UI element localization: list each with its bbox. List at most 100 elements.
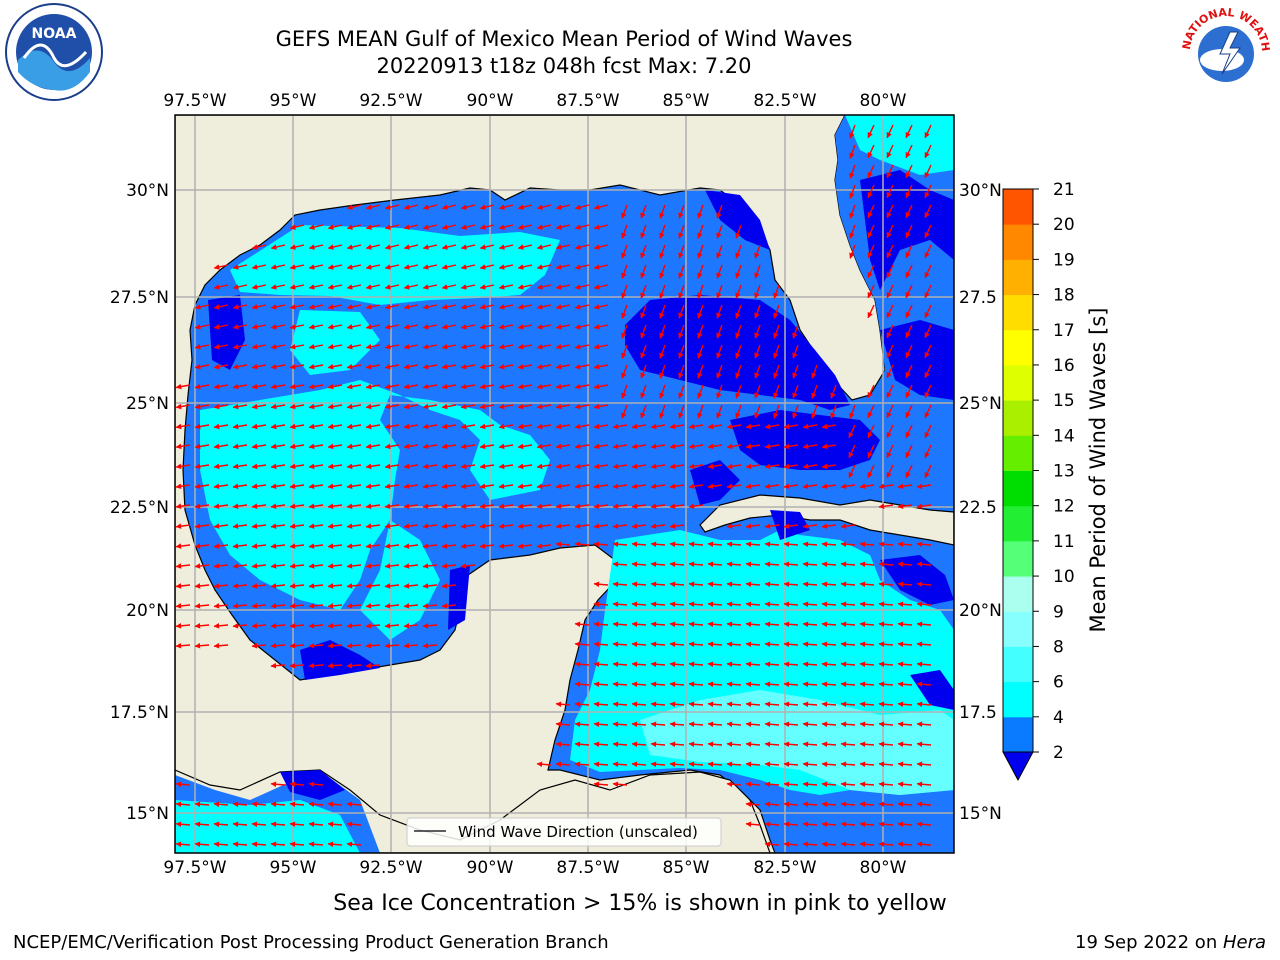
- wind-wave-arrow: [346, 583, 362, 589]
- wind-wave-arrow: [422, 284, 438, 290]
- wind-wave-arrow: [886, 364, 894, 379]
- wind-wave-arrow: [650, 523, 666, 529]
- wind-wave-arrow: [384, 204, 400, 210]
- wind-wave-arrow: [726, 423, 742, 430]
- colorbar-label: Mean Period of Wind Waves [s]: [1086, 308, 1110, 633]
- wind-wave-arrow: [707, 601, 723, 608]
- wind-wave-arrow: [745, 443, 761, 450]
- wind-wave-arrow: [897, 483, 913, 490]
- wind-wave-arrow: [859, 681, 875, 688]
- wind-wave-arrow: [764, 523, 780, 529]
- wind-wave-arrow: [346, 642, 362, 649]
- wind-wave-arrow: [764, 701, 780, 708]
- wind-wave-arrow: [194, 443, 210, 450]
- wind-wave-arrow: [764, 721, 780, 728]
- wind-wave-arrow: [688, 601, 704, 608]
- wind-wave-arrow: [678, 224, 685, 239]
- wind-wave-arrow: [574, 621, 590, 628]
- wind-wave-arrow: [479, 204, 495, 210]
- wind-wave-arrow: [754, 324, 761, 339]
- wind-wave-arrow: [251, 523, 267, 529]
- wind-wave-arrow: [716, 304, 723, 319]
- wind-wave-arrow: [593, 363, 609, 370]
- wind-wave-arrow: [669, 423, 685, 430]
- wind-wave-arrow: [232, 403, 248, 410]
- wind-wave-arrow: [289, 841, 305, 848]
- wind-wave-arrow: [905, 304, 913, 319]
- lat-label: 30°N: [126, 181, 169, 201]
- wind-wave-arrow: [697, 284, 704, 299]
- wind-wave-arrow: [688, 741, 704, 748]
- wind-wave-arrow: [631, 523, 647, 529]
- wind-wave-arrow: [270, 343, 286, 350]
- wind-wave-arrow: [289, 284, 305, 290]
- wind-wave-arrow: [867, 444, 875, 459]
- lat-label: 17.5°N: [110, 703, 169, 723]
- wind-wave-arrow: [621, 384, 628, 399]
- wind-wave-arrow: [555, 761, 571, 768]
- wind-wave-arrow: [194, 483, 210, 490]
- wind-wave-arrow: [460, 543, 476, 549]
- chart-subtitle: 20220913 t18z 048h fcst Max: 7.20: [376, 54, 752, 78]
- wind-wave-arrow: [213, 363, 229, 370]
- wind-wave-arrow: [213, 841, 229, 848]
- lon-label: 97.5°W: [163, 858, 226, 878]
- wind-wave-arrow: [886, 284, 894, 299]
- wind-wave-arrow: [886, 184, 894, 199]
- wind-wave-arrow: [764, 741, 780, 748]
- wind-wave-arrow: [924, 244, 932, 259]
- lon-label: 95°W: [270, 858, 317, 878]
- wind-wave-arrow: [232, 443, 248, 450]
- wind-wave-arrow: [289, 403, 305, 410]
- wind-wave-arrow: [905, 324, 913, 339]
- wind-wave-arrow: [650, 561, 666, 568]
- wind-wave-arrow: [916, 601, 932, 608]
- wind-wave-arrow: [194, 324, 210, 330]
- wind-wave-arrow: [924, 324, 932, 339]
- wind-wave-arrow: [669, 661, 685, 668]
- wind-wave-arrow: [840, 841, 856, 848]
- wind-wave-arrow: [289, 324, 305, 330]
- wind-wave-arrow: [194, 603, 210, 609]
- wind-wave-arrow: [707, 761, 723, 768]
- wind-wave-arrow: [346, 423, 362, 430]
- colorbar-segment: [1003, 364, 1033, 401]
- wind-wave-arrow: [848, 464, 856, 479]
- wind-wave-arrow: [422, 523, 438, 529]
- wind-wave-arrow: [346, 204, 362, 210]
- wind-wave-arrow: [621, 244, 628, 259]
- wind-wave-arrow: [270, 662, 286, 669]
- wind-wave-arrow: [735, 324, 742, 339]
- colorbar-tick-label: 20: [1053, 215, 1075, 235]
- wind-wave-arrow: [612, 503, 628, 509]
- wind-wave-arrow: [251, 503, 267, 509]
- wind-wave-arrow: [621, 284, 628, 299]
- wind-wave-arrow: [659, 244, 666, 259]
- wind-wave-arrow: [726, 443, 742, 450]
- wind-wave-arrow: [726, 541, 742, 548]
- wind-wave-arrow: [574, 463, 590, 470]
- wind-wave-arrow: [194, 503, 210, 509]
- wind-wave-arrow: [365, 304, 381, 310]
- wind-wave-arrow: [384, 483, 400, 490]
- lat-label: 25°N: [126, 394, 169, 414]
- wind-wave-arrow: [811, 384, 818, 399]
- sea-ice-note: Sea Ice Concentration > 15% is shown in …: [333, 891, 947, 916]
- wind-wave-arrow: [593, 324, 609, 330]
- wind-wave-arrow: [327, 801, 343, 808]
- wind-wave-arrow: [716, 224, 723, 239]
- wind-wave-arrow: [517, 463, 533, 470]
- wind-wave-arrow: [764, 483, 780, 490]
- wind-wave-arrow: [716, 384, 723, 399]
- wind-wave-arrow: [631, 641, 647, 648]
- wind-wave-arrow: [764, 423, 780, 430]
- wind-wave-arrow: [735, 224, 742, 239]
- wind-wave-arrow: [308, 284, 324, 290]
- wind-wave-arrow: [270, 383, 286, 390]
- wind-wave-arrow: [697, 304, 704, 319]
- wind-wave-arrow: [289, 642, 305, 649]
- wind-wave-arrow: [707, 483, 723, 490]
- wind-wave-arrow: [346, 543, 362, 549]
- wind-wave-arrow: [905, 464, 913, 479]
- wind-wave-arrow: [251, 363, 267, 370]
